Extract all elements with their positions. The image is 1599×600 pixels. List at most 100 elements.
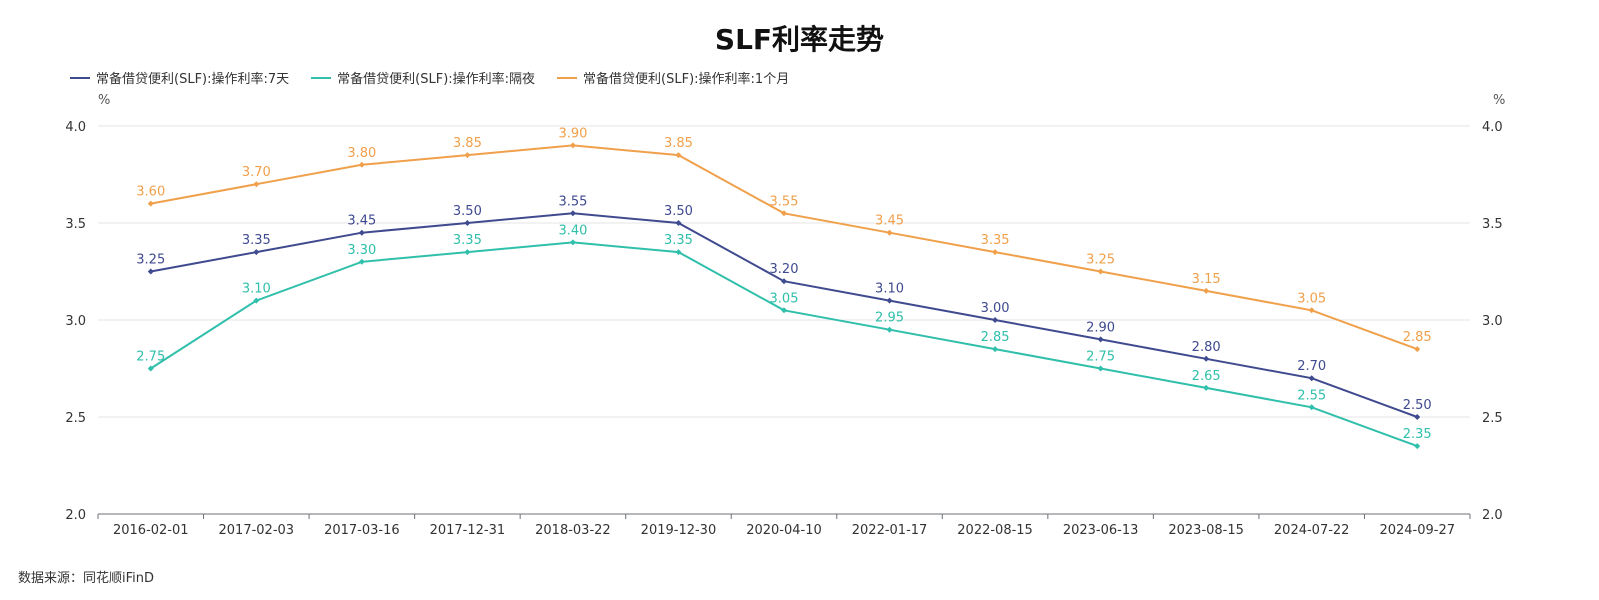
data-point[interactable]	[1097, 365, 1104, 372]
data-point[interactable]	[147, 200, 154, 207]
data-point[interactable]	[464, 220, 471, 226]
data-label: 3.35	[981, 233, 1010, 248]
x-tick-label: 2024-09-27	[1379, 523, 1455, 538]
data-label: 2.80	[1192, 340, 1221, 355]
data-label: 3.50	[453, 204, 482, 219]
data-point[interactable]	[358, 258, 365, 265]
data-label: 2.95	[875, 311, 904, 326]
data-point[interactable]	[1203, 355, 1210, 362]
data-label: 2.50	[1403, 398, 1432, 413]
data-point[interactable]	[464, 249, 471, 256]
x-tick-label: 2023-06-13	[1063, 523, 1139, 538]
y-tick-label-left: 3.0	[65, 314, 86, 329]
data-label: 3.15	[1192, 272, 1221, 287]
data-point[interactable]	[147, 365, 154, 372]
legend-item-1month[interactable]: 常备借贷便利(SLF):操作利率:1个月	[557, 68, 789, 87]
x-tick-label: 2022-01-17	[852, 523, 928, 538]
legend-label-overnight: 常备借贷便利(SLF):操作利率:隔夜	[337, 72, 536, 87]
data-label: 3.90	[558, 126, 587, 141]
data-label: 3.60	[136, 185, 165, 200]
legend-swatch-1month	[557, 76, 578, 79]
data-point[interactable]	[569, 239, 576, 246]
series-line-0[interactable]	[150, 212, 1418, 418]
data-point[interactable]	[1203, 384, 1210, 391]
data-label: 3.80	[347, 146, 376, 161]
data-label: 3.10	[242, 282, 271, 297]
y-tick-label-left: 2.0	[65, 508, 86, 523]
data-point[interactable]	[781, 307, 787, 314]
data-point[interactable]	[1414, 443, 1421, 450]
x-tick-label: 2017-03-16	[324, 523, 400, 538]
data-point[interactable]	[1414, 346, 1421, 353]
x-tick-label: 2022-08-15	[957, 523, 1033, 538]
legend-swatch-overnight	[311, 76, 332, 79]
data-label: 3.05	[770, 291, 799, 306]
data-label: 3.35	[242, 233, 271, 248]
x-tick-label: 2020-04-10	[746, 523, 822, 538]
data-point[interactable]	[1308, 307, 1315, 314]
data-label: 3.05	[1297, 291, 1326, 306]
data-point[interactable]	[253, 181, 260, 188]
data-point[interactable]	[147, 268, 154, 275]
data-point[interactable]	[992, 317, 999, 323]
data-label: 3.25	[136, 253, 165, 268]
legend-item-7day[interactable]: 常备借贷便利(SLF):操作利率:7天	[70, 68, 289, 87]
data-point[interactable]	[358, 229, 365, 236]
data-point[interactable]	[992, 249, 999, 256]
y-axis-unit-right: %	[1493, 93, 1505, 108]
data-label: 3.35	[664, 233, 693, 248]
data-label: 3.55	[770, 194, 799, 209]
chart-title: SLF利率走势	[714, 23, 885, 56]
data-point[interactable]	[781, 210, 787, 217]
data-labels: 3.25 3.35 3.45 3.50 3.55 3.50 3.20 3.10 3.00 2.90…	[136, 126, 1431, 442]
data-point[interactable]	[1414, 414, 1421, 420]
data-label: 3.70	[242, 165, 271, 180]
legend-label-7day: 常备借贷便利(SLF):操作利率:7天	[96, 72, 290, 87]
data-point[interactable]	[886, 297, 893, 304]
data-point[interactable]	[675, 152, 682, 159]
data-point[interactable]	[253, 297, 260, 304]
data-label: 2.85	[981, 330, 1010, 345]
data-label: 3.20	[770, 262, 799, 277]
y-tick-label-right: 2.5	[1482, 411, 1503, 426]
series-line-2[interactable]	[150, 144, 1418, 351]
data-label: 3.85	[664, 136, 693, 151]
data-label: 3.50	[664, 204, 693, 219]
data-point[interactable]	[992, 346, 999, 353]
data-source-note: 数据来源：同花顺iFinD	[18, 571, 155, 586]
data-point[interactable]	[358, 161, 365, 168]
legend: 常备借贷便利(SLF):操作利率:7天 常备借贷便利(SLF):操作利率:隔夜 …	[70, 68, 789, 87]
data-point[interactable]	[253, 249, 260, 256]
y-tick-label-right: 3.0	[1482, 314, 1503, 329]
y-tick-label-left: 3.5	[65, 217, 86, 232]
x-tick-label: 2017-12-31	[430, 523, 506, 538]
legend-item-overnight[interactable]: 常备借贷便利(SLF):操作利率:隔夜	[311, 68, 535, 87]
y-tick-label-right: 3.5	[1482, 217, 1503, 232]
data-point[interactable]	[886, 326, 893, 333]
data-label: 3.00	[981, 301, 1010, 316]
data-label: 2.85	[1403, 330, 1432, 345]
data-label: 3.85	[453, 136, 482, 151]
data-label: 2.65	[1192, 369, 1221, 384]
data-label: 3.10	[875, 282, 904, 297]
data-point[interactable]	[675, 220, 682, 226]
data-point[interactable]	[1097, 336, 1104, 343]
x-tick-label: 2023-08-15	[1168, 523, 1244, 538]
data-point[interactable]	[1308, 375, 1315, 382]
y-tick-label-right: 4.0	[1482, 120, 1503, 135]
data-point[interactable]	[1097, 268, 1104, 275]
data-label: 2.70	[1297, 359, 1326, 374]
legend-swatch-7day	[70, 76, 90, 79]
data-point[interactable]	[886, 229, 893, 236]
data-point[interactable]	[569, 210, 576, 217]
x-tick-label: 2019-12-30	[641, 523, 717, 538]
data-point[interactable]	[1203, 287, 1210, 294]
data-point[interactable]	[1308, 404, 1315, 411]
data-point[interactable]	[675, 249, 682, 256]
x-tick-label: 2024-07-22	[1274, 523, 1350, 538]
data-point[interactable]	[781, 278, 787, 285]
data-point[interactable]	[569, 142, 576, 149]
legend-label-1month: 常备借贷便利(SLF):操作利率:1个月	[583, 72, 790, 87]
data-point[interactable]	[464, 152, 471, 159]
